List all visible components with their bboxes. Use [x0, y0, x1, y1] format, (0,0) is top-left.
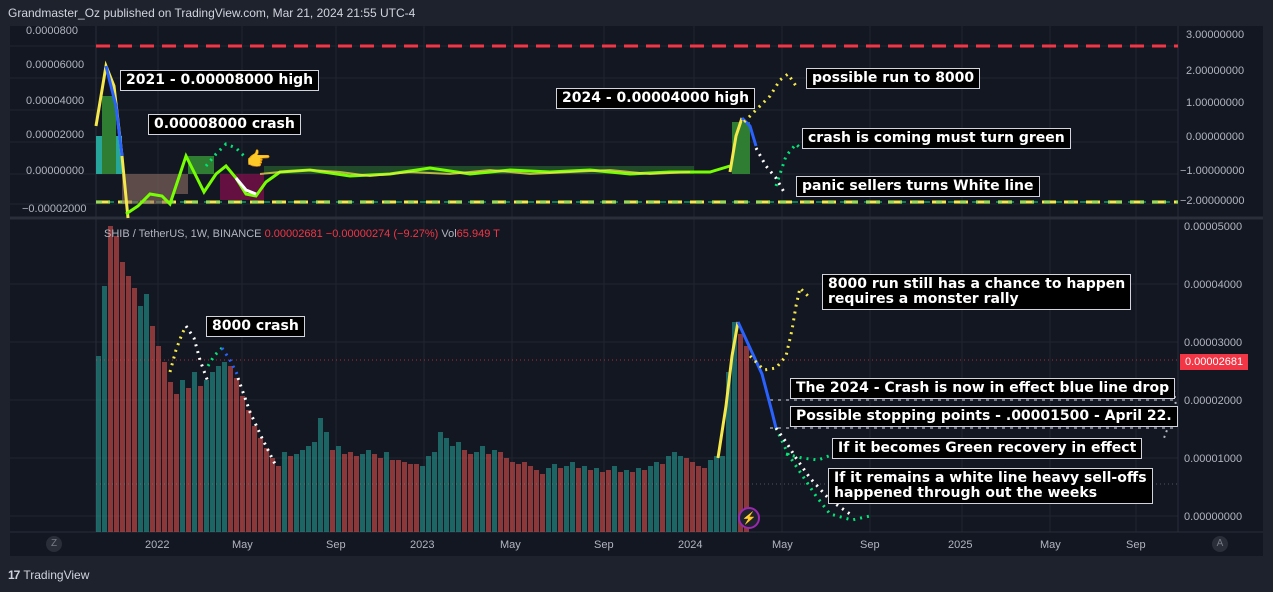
time-axis-label: 2023	[410, 539, 434, 551]
upper-osc-blue-2021	[104, 65, 124, 157]
left-axis-label: 0.0000800	[26, 26, 78, 37]
time-axis-label: Sep	[860, 539, 880, 551]
brand-name: TradingView	[23, 568, 90, 582]
price-axis-label: 0.00005000	[1184, 221, 1242, 233]
pointing-hand-icon: 👉	[246, 148, 271, 171]
time-axis-label: Sep	[1126, 539, 1146, 551]
left-axis-label: 0.00004000	[26, 95, 84, 107]
upper-histogram	[96, 96, 750, 204]
time-axis-label: May	[1040, 539, 1061, 551]
tradingview-logo-icon: 17	[8, 568, 20, 582]
volume-label: Vol	[441, 228, 457, 240]
time-zone-icon[interactable]: Z	[46, 536, 62, 552]
right-axis-label: 3.00000000	[1186, 29, 1244, 41]
footer-brand: 17 TradingView	[8, 568, 89, 582]
time-axis-label: May	[500, 539, 521, 551]
left-axis-label: −0.00002000	[22, 203, 87, 215]
note-possible-run[interactable]: possible run to 8000	[806, 68, 981, 89]
time-axis-label: Sep	[326, 539, 346, 551]
price-dotted-yellow-projection	[748, 285, 810, 372]
upper-dotted-yellow-projection	[742, 71, 798, 124]
last-price: 0.00002681	[264, 228, 323, 240]
price-axis-label: 0.00000000	[1184, 511, 1242, 523]
price-axis-label: 0.00001000	[1184, 453, 1242, 465]
left-axis-label: 0.00006000	[26, 59, 84, 71]
right-axis-label: 0.00000000	[1186, 131, 1244, 143]
price-change: −0.00000274 (−9.27%)	[325, 228, 439, 240]
note-green-recovery[interactable]: If it becomes Green recovery in effect	[832, 438, 1143, 459]
right-axis-label: 1.00000000	[1186, 97, 1244, 109]
price-axis-label: 0.00002000	[1184, 395, 1242, 407]
volume-bars	[96, 226, 749, 532]
current-price-tag: 0.00002681	[1180, 354, 1249, 370]
lightning-icon[interactable]: ⚡	[738, 507, 760, 529]
upper-osc-green	[125, 152, 731, 216]
upper-dotted-white-projection	[754, 147, 786, 193]
upper-osc-yellow-2024	[728, 117, 744, 173]
price-yellow-rally	[716, 321, 740, 459]
note-8000-crash-upper[interactable]: 0.00008000 crash	[148, 114, 301, 135]
note-must-turn-green[interactable]: crash is coming must turn green	[802, 128, 1071, 149]
time-axis-label: May	[772, 539, 793, 551]
note-white-line[interactable]: If it remains a white line heavy sell-of…	[828, 468, 1153, 504]
time-axis-label: Sep	[594, 539, 614, 551]
price-axis-label: 0.00003000	[1184, 337, 1242, 349]
upper-osc-yellow-2021	[94, 60, 130, 219]
symbol-name: SHIB / TetherUS, 1W, BINANCE	[104, 228, 262, 240]
note-monster-rally[interactable]: 8000 run still has a chance to happen re…	[822, 274, 1132, 310]
left-axis-label: 0.00000000	[26, 165, 84, 177]
publisher-header: Grandmaster_Oz published on TradingView.…	[8, 6, 416, 20]
volume-value: 65.949 T	[456, 228, 500, 240]
note-2024-crash[interactable]: The 2024 - Crash is now in effect blue l…	[790, 378, 1176, 399]
upper-dotted-green-projection	[774, 141, 804, 187]
price-dotted-white-projection	[774, 427, 851, 516]
time-axis-label: May	[232, 539, 253, 551]
note-2021-high[interactable]: 2021 - 0.00008000 high	[120, 70, 320, 91]
time-axis-label: 2024	[678, 539, 702, 551]
price-axis-label: 0.00004000	[1184, 279, 1242, 291]
symbol-legend[interactable]: SHIB / TetherUS, 1W, BINANCE 0.00002681 …	[104, 228, 500, 240]
left-axis-label: 0.00002000	[26, 129, 84, 141]
note-stopping-points[interactable]: Possible stopping points - .00001500 - A…	[790, 406, 1178, 427]
time-axis-label: 2025	[948, 539, 972, 551]
right-axis-label: −1.00000000	[1180, 165, 1245, 177]
time-axis-label: 2022	[145, 539, 169, 551]
auto-scale-icon[interactable]: A	[1212, 536, 1228, 552]
right-axis-label: 2.00000000	[1186, 65, 1244, 77]
note-panic-sellers[interactable]: panic sellers turns White line	[796, 176, 1040, 197]
note-2024-high[interactable]: 2024 - 0.00004000 high	[556, 88, 756, 109]
note-8000-crash-lower[interactable]: 8000 crash	[206, 316, 305, 337]
price-blue-drop	[736, 321, 778, 429]
right-axis-label: −2.00000000	[1180, 195, 1245, 207]
